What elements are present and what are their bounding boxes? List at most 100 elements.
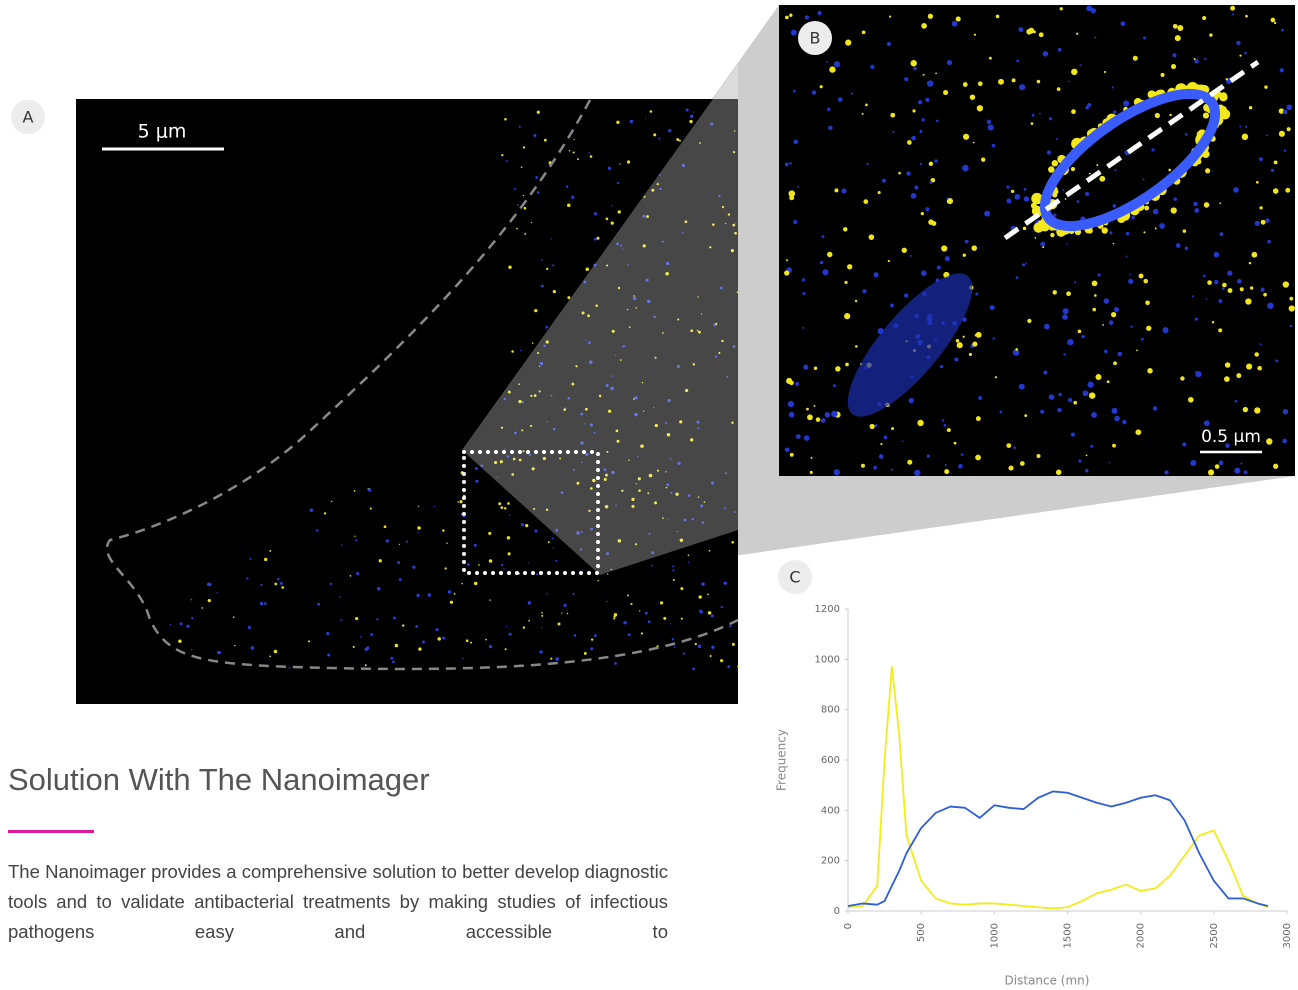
dot	[934, 159, 937, 162]
dot	[818, 11, 822, 15]
dot	[561, 612, 562, 613]
dot	[1254, 407, 1260, 413]
dot	[1245, 298, 1251, 304]
dot	[1113, 243, 1115, 245]
dot	[917, 420, 923, 426]
dot	[1257, 366, 1262, 371]
x-tick-label: 500	[916, 923, 927, 942]
dot	[1218, 328, 1222, 332]
dot	[891, 469, 893, 471]
dot	[1076, 33, 1078, 35]
dot	[1058, 48, 1062, 52]
dot	[1048, 166, 1055, 173]
dot	[921, 23, 927, 29]
dot	[552, 547, 553, 548]
dot	[943, 90, 948, 95]
dot	[1274, 22, 1276, 24]
dot	[1034, 237, 1036, 239]
dot	[370, 633, 373, 636]
dot	[534, 309, 537, 312]
dot	[386, 539, 389, 542]
dot	[217, 651, 220, 654]
dot	[793, 220, 797, 224]
dot	[880, 443, 882, 445]
dot	[1060, 7, 1063, 10]
dot	[1036, 454, 1040, 458]
dot	[528, 620, 530, 622]
dot	[786, 378, 792, 384]
dot	[937, 265, 941, 269]
dot	[1215, 464, 1220, 469]
dot	[812, 90, 817, 95]
x-tick-label: 1500	[1063, 923, 1074, 948]
dot	[521, 166, 523, 168]
dot	[617, 182, 619, 184]
dot	[911, 136, 916, 141]
y-axis-label: Frequency	[775, 729, 789, 791]
dot	[981, 158, 985, 162]
dot	[541, 615, 543, 617]
dot	[1071, 69, 1077, 75]
dot	[525, 524, 528, 527]
dot	[802, 278, 805, 281]
dot	[1078, 330, 1082, 334]
dot	[1249, 106, 1252, 109]
dot	[1193, 202, 1197, 206]
dot	[1141, 338, 1144, 341]
dot	[360, 636, 362, 638]
dot	[608, 167, 611, 170]
dot	[1026, 29, 1032, 35]
dot	[940, 365, 943, 368]
y-tick-label: 800	[821, 705, 840, 716]
dot	[1050, 233, 1054, 237]
dot	[553, 290, 556, 293]
dot	[1143, 279, 1148, 284]
dot	[180, 622, 183, 625]
dot	[463, 658, 464, 659]
dot	[874, 272, 879, 277]
dot	[1037, 80, 1041, 84]
dot	[947, 428, 951, 432]
dot	[1143, 178, 1145, 180]
x-tick-label: 2500	[1209, 923, 1220, 948]
dot	[693, 112, 694, 113]
dot	[611, 221, 614, 224]
dot	[1022, 263, 1025, 266]
dot	[663, 617, 666, 620]
dot	[732, 643, 735, 646]
dot	[594, 238, 597, 241]
dot	[1246, 363, 1252, 369]
dot	[989, 57, 992, 60]
dot	[890, 304, 894, 308]
dot	[1212, 321, 1214, 323]
dot	[590, 647, 593, 650]
dot	[834, 188, 838, 192]
dot	[1135, 429, 1141, 435]
dot	[906, 171, 910, 175]
dot	[534, 529, 537, 532]
dot	[921, 270, 927, 276]
dot	[1232, 13, 1234, 15]
dot	[889, 15, 891, 17]
dot	[984, 211, 990, 217]
dot	[845, 363, 849, 367]
dot	[1203, 112, 1209, 118]
dot	[928, 219, 933, 224]
dot	[829, 66, 835, 72]
dot	[1109, 231, 1112, 234]
dot	[517, 204, 519, 206]
dot	[804, 435, 810, 441]
dot	[992, 144, 996, 148]
dot	[1033, 195, 1041, 203]
dot	[488, 532, 491, 535]
dot	[393, 617, 396, 620]
dot	[251, 646, 254, 649]
dot	[1185, 133, 1188, 136]
dot	[709, 550, 711, 552]
dot	[814, 405, 816, 407]
dot	[1204, 202, 1210, 208]
dot	[838, 64, 840, 66]
dot	[1014, 194, 1020, 200]
dot	[1279, 131, 1285, 137]
dot	[672, 566, 674, 568]
